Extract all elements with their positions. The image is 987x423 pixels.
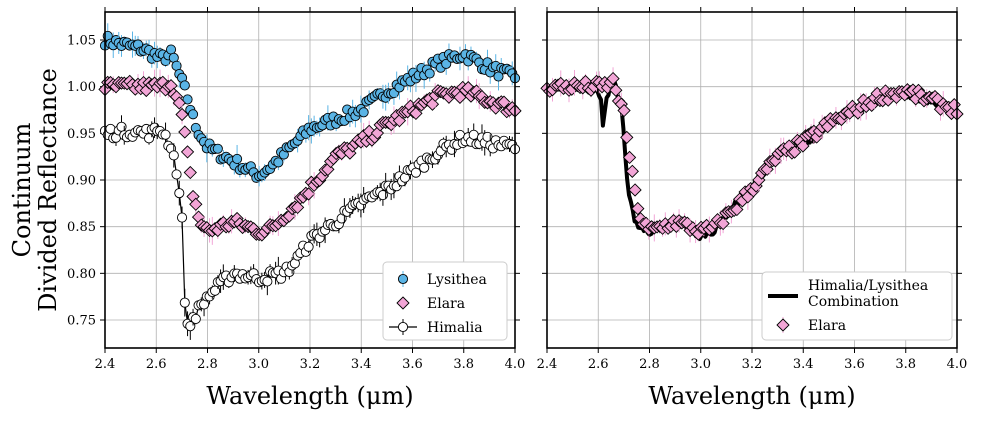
legend-label-combination-line2: Combination xyxy=(808,294,899,310)
data-point-himalia xyxy=(262,276,273,287)
x-tick-label: 3.8 xyxy=(453,357,474,372)
data-point-lysithea xyxy=(179,80,190,91)
data-point-lysithea xyxy=(188,109,199,120)
y-tick-label: 0.85 xyxy=(67,220,96,235)
y-tick-label: 1.05 xyxy=(67,34,96,49)
left-panel: 2.4 2.6 2.8 3.0 3.2 3.4 3.6 3.8 4.0 0.75 0.80 0.85 0… xyxy=(67,7,525,372)
x-axis-label-left: Wavelength (μm) xyxy=(206,382,413,410)
data-point-himalia xyxy=(190,313,201,324)
legend-marker-himalia xyxy=(397,321,409,333)
data-point-lysithea xyxy=(424,68,435,79)
data-point-elara xyxy=(625,164,639,178)
data-point-himalia xyxy=(468,129,479,140)
plot-frame xyxy=(546,11,958,349)
legend-label-himalia: Himalia xyxy=(427,320,483,336)
data-point-lysithea xyxy=(273,157,284,168)
x-tick-label: 4.0 xyxy=(947,357,968,372)
data-point-elara xyxy=(189,197,203,211)
data-point-elara xyxy=(631,201,645,216)
data-point-elara xyxy=(183,165,197,180)
legend-marker-elara xyxy=(776,318,790,332)
y-axis-label-line1: Continuum xyxy=(8,122,36,257)
data-point-himalia xyxy=(179,297,190,308)
x-tick-label: 2.4 xyxy=(95,357,116,372)
data-point-himalia xyxy=(303,241,314,252)
y-tick-label: 0.95 xyxy=(67,127,96,142)
legend-label-combination-line1: Himalia/Lysithea xyxy=(808,278,928,294)
data-point-lysithea xyxy=(358,107,369,118)
x-tick-label: 3.6 xyxy=(844,357,865,372)
legend-marker-elara xyxy=(396,296,410,310)
data-point-lysithea xyxy=(232,153,243,164)
legend-label-elara: Elara xyxy=(808,318,846,334)
legend-label-elara: Elara xyxy=(427,296,465,312)
data-point-elara xyxy=(175,107,189,122)
y-tick-label: 0.75 xyxy=(67,314,96,329)
data-point-elara xyxy=(609,83,623,97)
data-point-elara xyxy=(606,71,620,86)
x-axis-label-right: Wavelength (μm) xyxy=(648,382,855,410)
x-tick-label: 2.6 xyxy=(588,357,609,372)
data-point-elara xyxy=(628,183,642,197)
data-point-himalia xyxy=(105,123,116,135)
legend-box xyxy=(761,271,953,341)
x-tick-label: 3.6 xyxy=(402,357,423,372)
data-point-elara xyxy=(620,130,634,145)
plot-frame xyxy=(104,11,516,349)
data-point-himalia xyxy=(171,169,182,180)
data-point-lysithea xyxy=(165,44,177,55)
data-point-himalia xyxy=(174,188,185,199)
y-axis-label-line2: Divided Reflectance xyxy=(34,68,62,312)
legend-marker-lysithea xyxy=(397,273,409,285)
x-tick-label: 3.8 xyxy=(895,357,916,372)
right-panel: 2.4 2.6 2.8 3.0 3.2 3.4 3.6 3.8 4.0 Himalia/Lysit… xyxy=(537,7,968,372)
data-point-elara xyxy=(409,106,423,121)
x-tick-label: 3.0 xyxy=(248,357,269,372)
x-tick-label: 3.2 xyxy=(742,357,763,372)
x-tick-label: 2.6 xyxy=(146,357,167,372)
data-point-elara xyxy=(617,103,631,118)
x-tick-label: 3.4 xyxy=(793,357,814,372)
y-tick-label: 0.90 xyxy=(67,174,96,189)
y-tick-label: 0.80 xyxy=(67,267,96,282)
data-point-elara xyxy=(301,187,316,201)
legend-label-lysithea: Lysithea xyxy=(427,272,487,288)
data-point-elara xyxy=(180,145,195,159)
x-tick-label: 4.0 xyxy=(505,357,526,372)
data-point-elara xyxy=(178,125,192,139)
x-tick-label: 3.4 xyxy=(351,357,372,372)
data-point-himalia xyxy=(419,162,430,173)
data-point-himalia xyxy=(160,129,171,140)
legend-box xyxy=(382,261,508,341)
data-point-himalia xyxy=(410,167,421,178)
x-tick-label: 3.2 xyxy=(300,357,321,372)
x-tick-label: 3.0 xyxy=(690,357,711,372)
data-point-lysithea xyxy=(212,143,223,154)
data-point-elara xyxy=(730,202,744,217)
data-point-himalia xyxy=(176,212,188,223)
x-tick-label: 2.8 xyxy=(197,357,218,372)
x-tick-label: 2.4 xyxy=(537,357,558,372)
y-tick-label: 1.00 xyxy=(67,80,96,95)
data-point-lysithea xyxy=(182,94,193,105)
data-point-elara xyxy=(290,200,305,215)
x-tick-label: 2.8 xyxy=(639,357,660,372)
data-point-elara xyxy=(622,150,637,165)
data-point-elara xyxy=(788,145,802,159)
data-point-himalia xyxy=(168,150,179,161)
